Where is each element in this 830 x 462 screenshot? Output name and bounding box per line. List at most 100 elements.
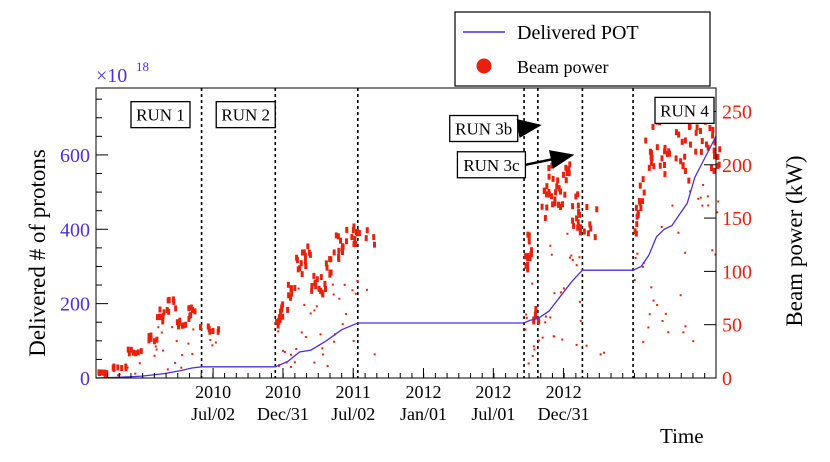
beam-power-marker bbox=[683, 137, 687, 144]
run-label: RUN 3b bbox=[455, 120, 512, 139]
beam-power-marker bbox=[326, 365, 329, 368]
beam-power-marker bbox=[717, 161, 721, 168]
beam-power-marker bbox=[167, 296, 171, 303]
beam-power-marker bbox=[582, 228, 586, 235]
delivered-pot-line bbox=[95, 136, 717, 379]
beam-power-marker bbox=[290, 353, 293, 356]
beam-power-marker bbox=[373, 353, 376, 356]
beam-power-marker bbox=[324, 260, 328, 267]
beam-power-marker bbox=[526, 266, 530, 273]
beam-power-marker bbox=[317, 285, 321, 292]
beam-power-marker bbox=[328, 256, 332, 263]
left-axis-tick-label: 600 bbox=[60, 145, 90, 167]
x-tick-date: Jul/02 bbox=[191, 404, 235, 424]
beam-power-marker bbox=[641, 176, 645, 183]
x-tick-date: Dec/31 bbox=[257, 404, 309, 424]
beam-power-marker bbox=[589, 225, 593, 232]
beam-power-marker bbox=[564, 164, 568, 171]
beam-power-marker bbox=[567, 170, 571, 177]
beam-power-marker bbox=[277, 330, 280, 333]
beam-power-marker bbox=[574, 193, 578, 200]
beam-power-marker bbox=[563, 191, 567, 198]
beam-power-marker bbox=[642, 340, 645, 343]
beam-power-marker bbox=[641, 198, 645, 205]
beam-power-marker bbox=[530, 247, 534, 254]
beam-power-marker bbox=[695, 124, 699, 131]
beam-power-marker bbox=[553, 196, 557, 203]
beam-power-marker bbox=[147, 333, 151, 340]
beam-power-marker bbox=[312, 272, 316, 279]
beam-power-marker bbox=[531, 354, 534, 357]
beam-power-marker bbox=[576, 219, 580, 226]
beam-power-marker bbox=[647, 326, 650, 329]
x-tick-year: 2010 bbox=[265, 382, 301, 402]
beam-power-marker bbox=[289, 285, 293, 292]
beam-power-marker bbox=[184, 321, 188, 328]
beam-power-marker bbox=[350, 234, 354, 241]
beam-power-marker bbox=[127, 350, 131, 357]
beam-power-marker bbox=[687, 123, 691, 130]
beam-power-marker bbox=[677, 131, 681, 138]
beam-power-marker bbox=[325, 264, 329, 271]
beam-power-marker bbox=[694, 148, 698, 155]
beam-power-marker bbox=[652, 163, 656, 170]
beam-power-marker bbox=[713, 139, 717, 146]
beam-power-marker bbox=[681, 163, 685, 170]
beam-power-marker bbox=[304, 335, 307, 338]
beam-power-marker bbox=[634, 256, 637, 259]
beam-power-marker bbox=[712, 153, 716, 160]
beam-power-marker bbox=[118, 373, 121, 376]
beam-power-marker bbox=[192, 328, 195, 331]
x-tick-date: Jan/01 bbox=[400, 404, 447, 424]
beam-power-marker bbox=[319, 287, 323, 294]
beam-power-marker bbox=[290, 290, 294, 297]
beam-power-marker bbox=[193, 308, 197, 315]
x-tick-date: Dec/31 bbox=[538, 404, 590, 424]
beam-power-marker bbox=[642, 189, 646, 196]
x-tick-year: 2011 bbox=[336, 382, 371, 402]
beam-power-marker bbox=[679, 158, 683, 165]
beam-power-marker bbox=[353, 235, 357, 242]
beam-power-marker bbox=[126, 366, 129, 369]
beam-power-marker bbox=[543, 187, 547, 194]
beam-power-marker bbox=[300, 331, 303, 334]
beam-power-marker bbox=[554, 189, 558, 196]
beam-power-marker bbox=[149, 332, 153, 339]
beam-power-marker bbox=[683, 167, 687, 174]
beam-power-marker bbox=[575, 264, 578, 267]
beam-power-marker bbox=[166, 368, 169, 371]
plot-frame bbox=[95, 87, 717, 379]
beam-power-marker bbox=[155, 348, 158, 351]
right-axis-title: Beam power (kW) bbox=[782, 155, 807, 326]
beam-power-marker bbox=[171, 296, 175, 303]
beam-power-marker bbox=[352, 339, 355, 342]
beam-power-marker bbox=[525, 313, 528, 316]
beam-power-marker bbox=[538, 339, 541, 342]
beam-power-marker bbox=[532, 318, 536, 325]
x-tick-year: 2010 bbox=[195, 382, 231, 402]
beam-power-marker bbox=[595, 206, 599, 213]
beam-power-marker bbox=[286, 281, 290, 288]
beam-power-marker bbox=[333, 340, 336, 343]
run-label-box bbox=[130, 101, 191, 129]
beam-power-marker bbox=[551, 175, 555, 182]
beam-power-marker bbox=[214, 341, 217, 344]
beam-power-marker bbox=[315, 305, 318, 308]
beam-power-marker bbox=[354, 240, 358, 247]
beam-power-marker bbox=[117, 374, 120, 377]
beam-power-marker bbox=[187, 315, 191, 322]
beam-power-marker bbox=[320, 289, 324, 296]
beam-power-marker bbox=[663, 171, 667, 178]
beam-power-marker bbox=[541, 336, 544, 339]
beam-power-marker bbox=[551, 201, 555, 208]
beam-power-marker bbox=[321, 347, 324, 350]
right-axis-tick-label: 250 bbox=[722, 101, 752, 123]
beam-power-marker bbox=[175, 340, 178, 343]
beam-power-marker bbox=[161, 313, 165, 320]
beam-power-marker bbox=[680, 138, 684, 145]
beam-power-marker bbox=[704, 141, 708, 148]
beam-power-marker bbox=[716, 211, 719, 214]
beam-power-marker bbox=[124, 365, 128, 372]
beam-power-marker bbox=[679, 294, 682, 297]
run-label-box bbox=[215, 101, 276, 129]
